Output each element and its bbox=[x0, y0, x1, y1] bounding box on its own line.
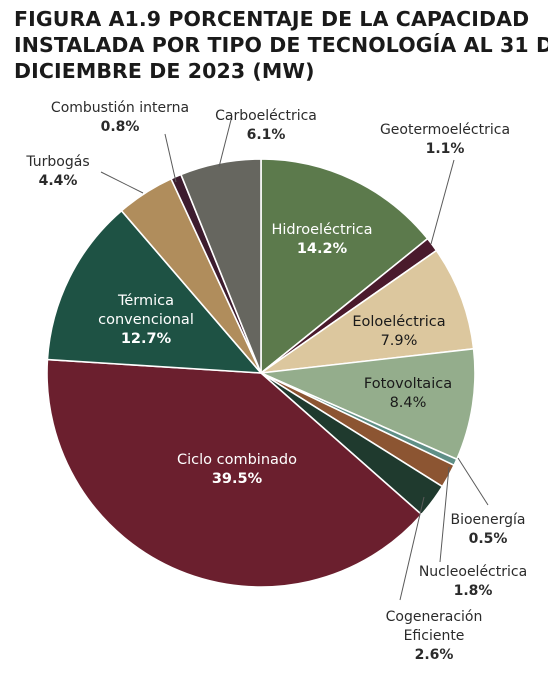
slice-labels: Hidroeléctrica 14.2% Geotermoeléctrica 1.1%… bbox=[25, 100, 527, 663]
chart-title-line-2: INSTALADA POR TIPO DE TECNOLOGÍA AL 31 D… bbox=[14, 33, 548, 57]
slice-value-bioenergia: 0.5% bbox=[469, 531, 508, 547]
slice-label-hidroelectrica: Hidroeléctrica bbox=[271, 222, 372, 238]
leader-line-cogeneracion-eficiente bbox=[399, 496, 425, 601]
slice-label-bioenergia: Bioenergía bbox=[450, 512, 525, 528]
slice-value-fotovoltaica: 8.4% bbox=[390, 395, 427, 411]
slice-value-eoloelectrica: 7.9% bbox=[381, 333, 418, 349]
pie-slice-hidroelectrica bbox=[260, 158, 429, 374]
slice-label-termica-convencional-line-1: Térmica bbox=[117, 293, 174, 309]
chart-title-line-1: FIGURA A1.9 PORCENTAJE DE LA CAPACIDAD bbox=[14, 7, 530, 31]
slice-value-nucleoelectrica: 1.8% bbox=[454, 583, 493, 599]
chart-title: FIGURA A1.9 PORCENTAJE DE LA CAPACIDAD I… bbox=[14, 6, 548, 84]
slice-label-cogeneracion-eficiente-line-1: Cogeneración bbox=[386, 609, 483, 625]
pie-slice-ciclo-combinado bbox=[46, 358, 423, 588]
slice-label-geotermoelectrica: Geotermoeléctrica bbox=[380, 122, 510, 138]
pie-slice-fotovoltaica bbox=[260, 348, 476, 461]
slice-label-turbogas: Turbogás bbox=[25, 154, 89, 170]
slice-value-turbogas: 4.4% bbox=[39, 173, 78, 189]
leader-line-combustion-interna bbox=[164, 133, 177, 183]
pie-slices bbox=[46, 158, 476, 588]
slice-value-cogeneracion-eficiente: 2.6% bbox=[415, 647, 454, 663]
pie-slice-termica-convencional bbox=[46, 209, 262, 374]
slice-value-carboelectrica: 6.1% bbox=[247, 127, 286, 143]
slice-value-geotermoelectrica: 1.1% bbox=[426, 141, 465, 157]
leader-line-turbogas bbox=[100, 171, 144, 194]
slice-label-termica-convencional-line-2: convencional bbox=[98, 312, 194, 328]
slice-value-combustion-interna: 0.8% bbox=[101, 119, 140, 135]
slice-label-combustion-interna: Combustión interna bbox=[51, 100, 189, 116]
leader-line-nucleoelectrica bbox=[439, 466, 450, 563]
pie-slice-eoloelectrica bbox=[260, 249, 475, 374]
slice-label-cogeneracion-eficiente-line-2: Eficiente bbox=[404, 628, 465, 644]
slice-value-termica-convencional: 12.7% bbox=[121, 331, 172, 347]
slice-label-fotovoltaica: Fotovoltaica bbox=[364, 376, 452, 392]
slice-label-nucleoelectrica: Nucleoeléctrica bbox=[419, 564, 527, 580]
chart-title-line-3: DICIEMBRE DE 2023 (MW) bbox=[14, 59, 315, 83]
slice-label-ciclo-combinado: Ciclo combinado bbox=[177, 452, 297, 468]
leader-lines bbox=[100, 115, 489, 601]
slice-value-hidroelectrica: 14.2% bbox=[297, 241, 348, 257]
slice-label-eoloelectrica: Eoloeléctrica bbox=[352, 314, 445, 330]
leader-line-geotermoelectrica bbox=[430, 159, 455, 245]
slice-value-ciclo-combinado: 39.5% bbox=[212, 471, 263, 487]
leader-line-bioenergia bbox=[457, 457, 489, 506]
leader-line-carboelectrica bbox=[218, 115, 233, 168]
slice-label-carboelectrica: Carboeléctrica bbox=[215, 108, 317, 124]
